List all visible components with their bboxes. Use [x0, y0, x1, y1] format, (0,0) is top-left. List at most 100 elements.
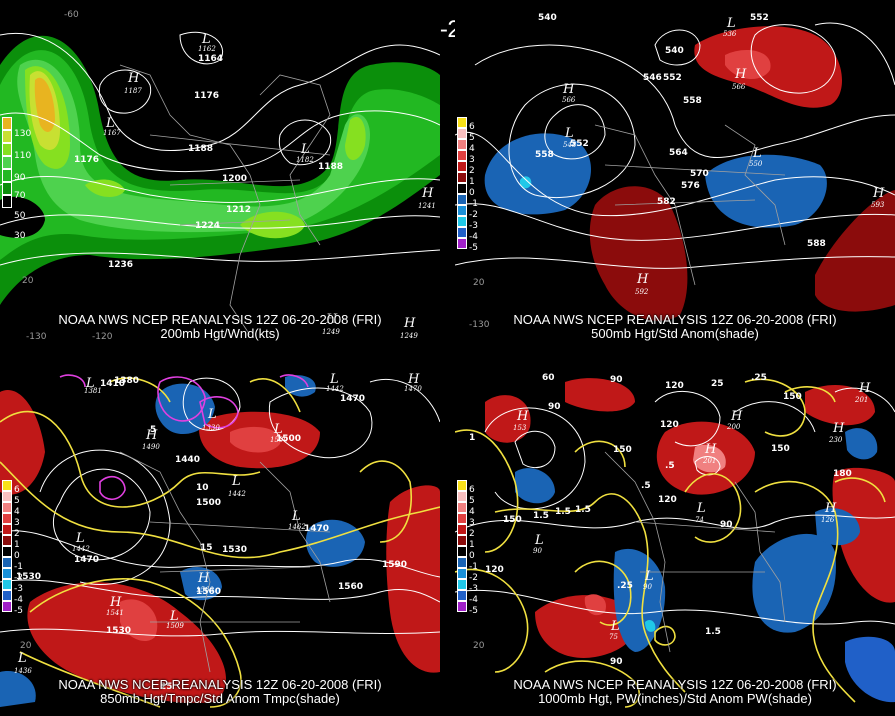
contour-label: 552 — [570, 139, 589, 149]
contour-label: .25 — [751, 373, 767, 383]
anom-red-e — [386, 485, 440, 673]
pw-contours-1000 — [455, 378, 886, 708]
contour-label: 1470 — [74, 555, 99, 565]
legend-swatch — [457, 601, 467, 612]
contour-label: 1.5 — [575, 505, 591, 515]
contour-label: 1530 — [16, 572, 41, 582]
legend-label: 5 — [469, 133, 475, 143]
center-value: 1187 — [124, 87, 142, 95]
legend-label: -2 — [14, 573, 23, 583]
legend-swatch — [2, 579, 12, 590]
legend-label: 2 — [469, 529, 475, 539]
contour-label: .25 — [617, 581, 633, 591]
contour-label: 25 — [160, 682, 173, 692]
contour-label: 120 — [660, 420, 679, 430]
contour-label: 1176 — [194, 91, 219, 101]
center-marker: H — [858, 381, 871, 396]
anom-red-se — [815, 190, 895, 312]
legend-swatch — [457, 150, 467, 161]
center-marker: H — [872, 186, 885, 201]
legend-swatch — [457, 172, 467, 183]
anom-blue-e — [705, 154, 827, 228]
contour-label: 1500 — [276, 434, 301, 444]
contour-label: 1380 — [114, 376, 139, 386]
contour-label: 1440 — [175, 455, 200, 465]
temp-contours-850 — [0, 377, 440, 708]
center-marker: H — [145, 428, 158, 443]
panel-caption: NOAA NWS NCEP REANALYSIS 12Z 06-20-2008 … — [58, 312, 382, 341]
anom-blue-sw — [0, 671, 36, 707]
legend-label: -2 — [469, 210, 478, 220]
contour-label: 570 — [690, 169, 709, 179]
legend-label: 130 — [14, 129, 32, 139]
legend-swatch — [2, 480, 12, 491]
center-marker: H — [197, 571, 210, 586]
contour-label: 180 — [833, 469, 852, 479]
center-value: 126 — [821, 516, 835, 524]
legend-label: 110 — [14, 151, 32, 161]
legend-label: -5 — [14, 606, 23, 616]
center-value: 1381 — [84, 387, 102, 395]
legend-swatch — [457, 524, 467, 535]
legend-label: 30 — [14, 231, 26, 241]
contour-label: 552 — [663, 73, 682, 83]
contour-label: 60 — [542, 373, 555, 383]
legend-label: -5 — [469, 243, 478, 253]
center-value: 566 — [732, 83, 746, 91]
legend-swatch — [2, 546, 12, 557]
center-value: 201 — [854, 396, 868, 404]
legend-label: -4 — [469, 595, 478, 605]
center-marker: H — [636, 272, 649, 287]
legend-anom — [457, 480, 469, 612]
center-marker: H — [824, 501, 837, 516]
contour-label: 1.5 — [555, 507, 571, 517]
center-marker: H — [109, 595, 122, 610]
contour-label: 1530 — [222, 545, 247, 555]
center-marker: L — [300, 142, 310, 157]
legend-swatch — [2, 513, 12, 524]
legend-swatch — [457, 557, 467, 568]
contour-label: 1200 — [222, 174, 247, 184]
contour-label: 1.5 — [705, 627, 721, 637]
anom-red-e — [832, 467, 895, 603]
legend-swatch — [457, 183, 467, 194]
tick-label: 20 — [20, 641, 32, 651]
legend-swatch — [457, 117, 467, 128]
contour-label: 25 — [711, 379, 724, 389]
contour-label: 1530 — [106, 626, 131, 636]
legend-label: 90 — [14, 173, 26, 183]
contour-label: 1410 — [100, 379, 125, 389]
center-marker: L — [75, 531, 85, 546]
center-value: 201 — [702, 457, 716, 465]
legend-swatch — [457, 227, 467, 238]
temp-neg-contours-850 — [59, 374, 309, 501]
anom-red-nw — [485, 395, 531, 443]
contour-label: 120 — [658, 495, 677, 505]
contour-label: .5 — [665, 461, 675, 471]
legend-label: 1 — [14, 540, 20, 550]
legend-swatch — [2, 590, 12, 601]
center-marker: H — [730, 409, 743, 424]
contour-label: 1.5 — [533, 511, 549, 521]
panel-500mb: 540 552 540 546 552 558 552 558 564 570 … — [455, 5, 895, 345]
legend-label: -3 — [469, 221, 478, 231]
tick-label: -130 — [469, 320, 490, 330]
center-value: 1241 — [418, 202, 436, 210]
legend-swatch — [2, 568, 12, 579]
center-value: 1560 — [196, 586, 214, 594]
legend-swatch — [457, 491, 467, 502]
legend-swatch — [2, 182, 12, 195]
center-value: 1182 — [296, 156, 314, 164]
contour-label: 546 — [643, 73, 662, 83]
center-marker: L — [644, 569, 654, 584]
panel-850mb: 1380 1410 1440 1470 1500 1530 1560 1590 … — [0, 372, 440, 712]
legend-swatch — [457, 535, 467, 546]
center-marker: H — [516, 409, 529, 424]
center-value: 1442 — [326, 385, 344, 393]
contour-label: 1500 — [196, 498, 221, 508]
center-marker: L — [752, 146, 762, 161]
legend-label: 6 — [469, 122, 475, 132]
anom-blue-w — [515, 468, 555, 504]
center-value: 1462 — [288, 523, 306, 531]
legend-label: 4 — [469, 144, 475, 154]
